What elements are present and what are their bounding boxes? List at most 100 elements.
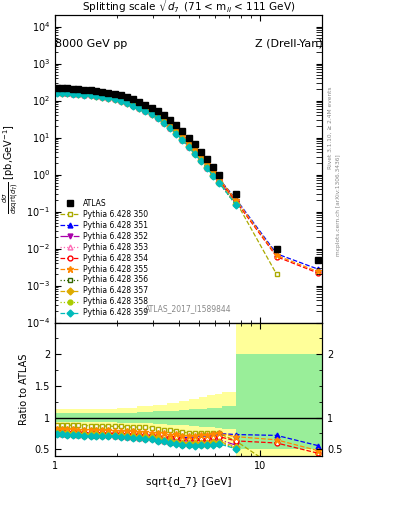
Pythia 6.428 356	[217, 180, 222, 186]
Pythia 6.428 357	[233, 201, 238, 207]
Pythia 6.428 351	[143, 106, 148, 113]
Pythia 6.428 353	[211, 172, 216, 178]
Pythia 6.428 354	[198, 155, 203, 161]
Pythia 6.428 359	[198, 158, 203, 164]
Pythia 6.428 352	[168, 124, 173, 130]
Pythia 6.428 354	[82, 91, 87, 97]
Text: 8000 GeV pp: 8000 GeV pp	[55, 38, 127, 49]
ATLAS	[137, 99, 141, 105]
Pythia 6.428 356	[174, 131, 178, 137]
Pythia 6.428 356	[82, 92, 87, 98]
Pythia 6.428 353	[180, 137, 185, 143]
Pythia 6.428 356	[155, 115, 160, 121]
Pythia 6.428 358	[137, 105, 141, 111]
Pythia 6.428 357	[94, 93, 99, 99]
Pythia 6.428 358	[162, 120, 166, 126]
ATLAS	[143, 101, 148, 108]
Pythia 6.428 358	[82, 92, 87, 98]
Pythia 6.428 350	[106, 92, 111, 98]
Pythia 6.428 354	[137, 104, 141, 110]
Pythia 6.428 354	[155, 114, 160, 120]
Pythia 6.428 353	[137, 105, 141, 111]
Pythia 6.428 354	[149, 110, 154, 116]
Pythia 6.428 356	[125, 100, 129, 106]
ATLAS	[149, 104, 154, 111]
Pythia 6.428 359	[125, 100, 129, 106]
Pythia 6.428 351	[100, 93, 105, 99]
Pythia 6.428 350	[211, 168, 216, 175]
Pythia 6.428 357	[70, 91, 75, 97]
Pythia 6.428 353	[217, 179, 222, 185]
Pythia 6.428 351	[155, 114, 160, 120]
ATLAS	[168, 117, 173, 123]
Line: Pythia 6.428 356: Pythia 6.428 356	[54, 90, 238, 207]
Pythia 6.428 354	[54, 89, 59, 95]
Pythia 6.428 355	[193, 147, 197, 153]
Pythia 6.428 350	[88, 89, 93, 95]
Pythia 6.428 350	[59, 87, 64, 93]
Pythia 6.428 355	[186, 140, 191, 146]
Pythia 6.428 355	[180, 133, 185, 139]
Pythia 6.428 352	[59, 90, 64, 96]
Pythia 6.428 352	[76, 91, 81, 97]
Line: Pythia 6.428 353: Pythia 6.428 353	[54, 90, 238, 206]
ATLAS	[76, 86, 81, 92]
Pythia 6.428 358	[131, 102, 136, 109]
Pythia 6.428 355	[106, 93, 111, 99]
Pythia 6.428 357	[88, 92, 93, 98]
Pythia 6.428 351	[94, 92, 99, 98]
Pythia 6.428 351	[315, 266, 320, 272]
Pythia 6.428 352	[205, 164, 209, 170]
Pythia 6.428 352	[186, 142, 191, 148]
ATLAS	[155, 108, 160, 114]
Pythia 6.428 359	[205, 165, 209, 172]
Pythia 6.428 353	[118, 98, 123, 104]
Pythia 6.428 350	[65, 88, 70, 94]
Pythia 6.428 359	[233, 202, 238, 208]
Pythia 6.428 352	[70, 90, 75, 96]
Pythia 6.428 359	[180, 137, 185, 143]
Pythia 6.428 355	[162, 117, 166, 123]
Pythia 6.428 357	[174, 130, 178, 136]
Pythia 6.428 357	[155, 114, 160, 120]
Pythia 6.428 350	[131, 99, 136, 105]
Pythia 6.428 353	[112, 96, 117, 102]
Pythia 6.428 351	[70, 90, 75, 96]
Pythia 6.428 353	[193, 150, 197, 156]
Pythia 6.428 358	[168, 125, 173, 131]
Pythia 6.428 352	[54, 89, 59, 95]
Pythia 6.428 351	[174, 128, 178, 134]
Title: Splitting scale $\sqrt{d_7}$ (71 < m$_{ll}$ < 111 GeV): Splitting scale $\sqrt{d_7}$ (71 < m$_{l…	[82, 0, 296, 15]
ATLAS	[180, 128, 185, 134]
Pythia 6.428 355	[143, 105, 148, 112]
Pythia 6.428 350	[76, 88, 81, 94]
Pythia 6.428 352	[174, 129, 178, 135]
Line: Pythia 6.428 350: Pythia 6.428 350	[54, 88, 279, 277]
Pythia 6.428 352	[217, 178, 222, 184]
ATLAS	[186, 135, 191, 141]
Pythia 6.428 356	[59, 90, 64, 96]
Pythia 6.428 356	[180, 137, 185, 143]
Pythia 6.428 355	[70, 89, 75, 95]
Pythia 6.428 357	[162, 119, 166, 125]
Pythia 6.428 359	[94, 93, 99, 99]
Pythia 6.428 351	[106, 94, 111, 100]
Pythia 6.428 358	[59, 90, 64, 96]
Pythia 6.428 354	[94, 92, 99, 98]
Pythia 6.428 353	[82, 92, 87, 98]
Pythia 6.428 358	[180, 137, 185, 143]
ATLAS	[82, 87, 87, 93]
Line: Pythia 6.428 357: Pythia 6.428 357	[54, 90, 238, 206]
Pythia 6.428 359	[88, 92, 93, 98]
Pythia 6.428 354	[65, 90, 70, 96]
Pythia 6.428 356	[149, 112, 154, 118]
Pythia 6.428 355	[118, 96, 123, 102]
ATLAS	[274, 245, 279, 251]
Pythia 6.428 353	[168, 124, 173, 131]
ATLAS	[198, 149, 203, 155]
Pythia 6.428 350	[54, 87, 59, 93]
Pythia 6.428 357	[149, 111, 154, 117]
Pythia 6.428 354	[168, 122, 173, 129]
Pythia 6.428 357	[193, 150, 197, 156]
Pythia 6.428 353	[76, 91, 81, 97]
